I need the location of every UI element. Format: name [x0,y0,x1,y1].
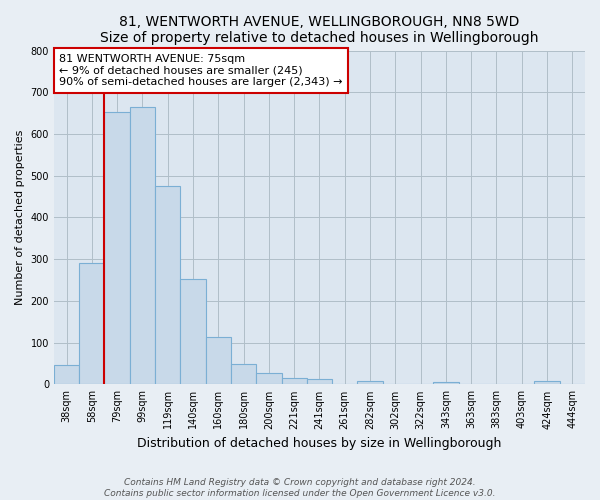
Bar [130,107,155,384]
Bar [206,338,231,384]
Bar [181,279,206,384]
Bar [256,372,281,384]
Y-axis label: Number of detached properties: Number of detached properties [15,130,25,305]
Bar [54,365,79,384]
Text: 81 WENTWORTH AVENUE: 75sqm
← 9% of detached houses are smaller (245)
90% of semi: 81 WENTWORTH AVENUE: 75sqm ← 9% of detac… [59,54,343,87]
Bar [307,379,332,384]
Bar [358,381,383,384]
Bar [104,112,130,384]
X-axis label: Distribution of detached houses by size in Wellingborough: Distribution of detached houses by size … [137,437,502,450]
Bar [231,364,256,384]
Bar [155,186,181,384]
Title: 81, WENTWORTH AVENUE, WELLINGBOROUGH, NN8 5WD
Size of property relative to detac: 81, WENTWORTH AVENUE, WELLINGBOROUGH, NN… [100,15,539,45]
Text: Contains HM Land Registry data © Crown copyright and database right 2024.
Contai: Contains HM Land Registry data © Crown c… [104,478,496,498]
Bar [281,378,307,384]
Bar [535,381,560,384]
Bar [433,382,458,384]
Bar [79,264,104,384]
